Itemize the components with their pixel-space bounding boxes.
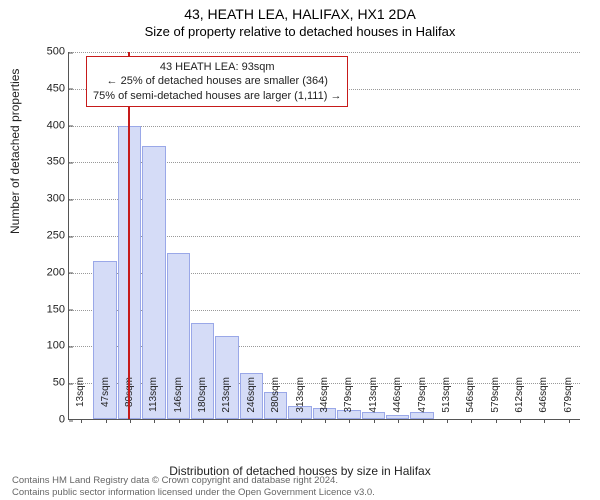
footer-attribution: Contains HM Land Registry data © Crown c…: [12, 475, 588, 498]
x-tick-label: 146sqm: [173, 377, 184, 425]
y-tick-label: 50: [29, 378, 69, 389]
info-line-2: ← 25% of detached houses are smaller (36…: [93, 74, 341, 88]
gridline: [69, 126, 580, 127]
x-tick-label: 113sqm: [148, 377, 159, 425]
x-tick-label: 646sqm: [538, 377, 549, 425]
y-tick-label: 150: [29, 304, 69, 315]
marker-line: [128, 52, 130, 419]
footer-line-2: Contains public sector information licen…: [12, 487, 588, 498]
x-tick-label: 246sqm: [246, 377, 257, 425]
page-subtitle: Size of property relative to detached ho…: [0, 22, 600, 39]
info-line-3: 75% of semi-detached houses are larger (…: [93, 89, 341, 103]
x-tick-label: 379sqm: [343, 377, 354, 425]
x-tick-label: 612sqm: [514, 377, 525, 425]
x-tick-label: 213sqm: [221, 377, 232, 425]
gridline: [69, 52, 580, 53]
y-tick-label: 400: [29, 120, 69, 131]
x-tick-label: 479sqm: [417, 377, 428, 425]
x-tick-label: 513sqm: [441, 377, 452, 425]
y-tick-label: 450: [29, 83, 69, 94]
x-tick-label: 579sqm: [490, 377, 501, 425]
x-tick-label: 446sqm: [392, 377, 403, 425]
x-tick-label: 546sqm: [465, 377, 476, 425]
x-tick-label: 180sqm: [197, 377, 208, 425]
footer-line-1: Contains HM Land Registry data © Crown c…: [12, 475, 588, 486]
y-tick-label: 100: [29, 341, 69, 352]
y-tick-label: 350: [29, 157, 69, 168]
x-tick-label: 313sqm: [295, 377, 306, 425]
y-axis-label: Number of detached properties: [8, 69, 22, 234]
y-tick-label: 500: [29, 47, 69, 58]
x-tick-label: 346sqm: [319, 377, 330, 425]
x-tick-label: 13sqm: [75, 377, 86, 425]
plot-area: 05010015020025030035040045050013sqm47sqm…: [68, 52, 580, 420]
x-tick-label: 413sqm: [368, 377, 379, 425]
x-tick-label: 679sqm: [563, 377, 574, 425]
y-tick-label: 300: [29, 194, 69, 205]
x-tick-label: 47sqm: [100, 377, 111, 425]
info-box: 43 HEATH LEA: 93sqm ← 25% of detached ho…: [86, 56, 348, 107]
y-tick-label: 200: [29, 267, 69, 278]
y-tick-label: 250: [29, 231, 69, 242]
info-line-1: 43 HEATH LEA: 93sqm: [93, 60, 341, 74]
y-tick-label: 0: [29, 415, 69, 426]
x-tick-label: 280sqm: [270, 377, 281, 425]
page-title: 43, HEATH LEA, HALIFAX, HX1 2DA: [0, 0, 600, 22]
histogram-chart: 05010015020025030035040045050013sqm47sqm…: [68, 52, 580, 420]
